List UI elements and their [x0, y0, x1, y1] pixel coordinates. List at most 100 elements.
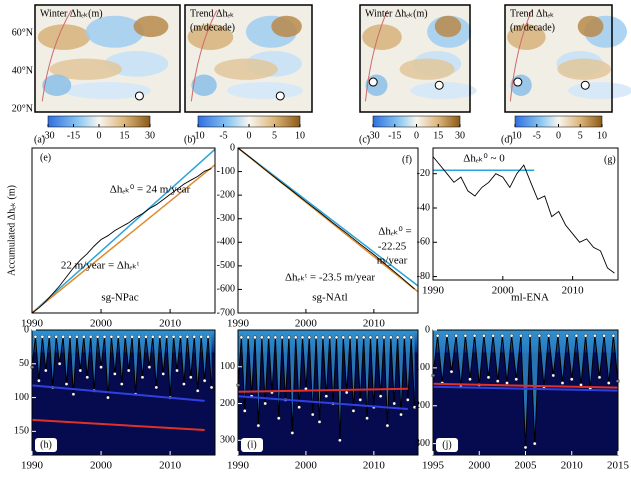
mld-point: [287, 335, 291, 340]
series-line: [31, 164, 216, 314]
colorbar-tick-label: -5: [533, 130, 541, 141]
map-field: [271, 15, 302, 38]
y-axis-label: Accumulated Δhₑₖ (m): [6, 185, 17, 276]
plot-frame: [31, 147, 216, 314]
x-tick-label: 2005: [515, 460, 538, 472]
annotation: sg-NPac: [101, 292, 138, 304]
mld-point: [144, 334, 148, 339]
mld-point: [157, 334, 162, 339]
mld-point: [161, 372, 166, 376]
site-marker: [134, 91, 144, 101]
mld-point: [109, 334, 114, 339]
mld-point: [106, 395, 110, 400]
mld-point: [368, 335, 373, 340]
y-tick-label: -20: [417, 168, 430, 179]
colorbar-tick-label: -15: [67, 130, 80, 141]
mld-point: [486, 375, 491, 380]
mld-point: [382, 335, 386, 340]
y-tick-label: -60: [417, 237, 430, 248]
mld-point: [195, 389, 200, 393]
y-tick-label: -200: [217, 189, 235, 200]
series-line: [237, 147, 419, 287]
colorbar-tick-label: -30: [366, 130, 379, 141]
mld-point: [344, 390, 349, 395]
panel-label: (j): [442, 439, 451, 450]
colorbar-tick-label: 30: [145, 130, 155, 141]
mld-point: [314, 335, 318, 340]
mld-point: [597, 375, 602, 380]
mld-point: [57, 361, 62, 366]
mld-point: [290, 431, 295, 435]
map-field: [226, 82, 304, 100]
x-tick-label: 2010: [363, 318, 386, 330]
mld-point: [361, 335, 366, 340]
mld-point: [151, 334, 155, 339]
mld-point: [85, 375, 90, 380]
map-field: [37, 24, 91, 50]
mld-point: [239, 335, 244, 340]
mld-point: [491, 333, 495, 338]
mld-point: [71, 392, 76, 396]
mld-point: [472, 333, 477, 338]
mld-point: [324, 394, 329, 398]
mld-point: [569, 377, 574, 382]
map-field: [399, 58, 455, 80]
trend-line: [432, 385, 619, 392]
mld-point: [445, 333, 449, 338]
plot-area: [433, 148, 618, 280]
mld-point: [307, 335, 312, 340]
annotation: -22.25: [378, 241, 407, 253]
plot-frame: [31, 329, 216, 456]
x-tick-label: 2000: [295, 460, 318, 472]
plot-frame: [432, 147, 619, 281]
x-tick-label: 2000: [90, 318, 113, 330]
mld-point: [297, 405, 301, 410]
mld-point: [164, 334, 169, 339]
mld-point: [355, 335, 359, 340]
series-line: [237, 147, 415, 290]
mld-point: [514, 377, 519, 382]
mld-point: [37, 378, 41, 383]
mld-point: [130, 334, 134, 339]
x-tick-label: 2010: [561, 460, 584, 472]
y-tick-label: 0: [425, 324, 430, 335]
mld-point: [546, 333, 551, 338]
mld-point: [95, 334, 100, 339]
map-field: [49, 58, 122, 80]
annotation: sg-NAtl: [312, 292, 347, 304]
mld-point: [406, 398, 410, 402]
trend-line: [237, 395, 408, 410]
mld-point: [266, 335, 271, 340]
mld-point: [606, 381, 611, 385]
panel-label: (b): [184, 134, 196, 145]
annotation: m/year: [377, 255, 408, 267]
mld-point: [574, 333, 579, 338]
panel-label: (c): [359, 134, 370, 145]
mld-point: [88, 334, 93, 339]
mld-point: [182, 382, 186, 386]
mld-point: [551, 373, 556, 378]
site-marker: [513, 77, 523, 87]
colorbar-tick-label: 5: [272, 130, 277, 141]
mld-point: [253, 335, 257, 340]
y-tick-label: -600: [217, 284, 235, 295]
colorbar-tick-label: 10: [597, 130, 607, 141]
mld-point: [300, 335, 305, 340]
y-tick-label: 50: [19, 358, 29, 369]
map-field: [362, 24, 402, 50]
mld-point: [500, 333, 505, 338]
x-tick-label: 1990: [422, 285, 445, 297]
mld-point: [317, 420, 322, 424]
mld-point: [113, 372, 117, 376]
panel-label-box: [436, 438, 458, 452]
mld-point: [54, 334, 58, 339]
y-tick-label: -700: [217, 307, 235, 318]
mld-point: [202, 378, 207, 383]
mld-point: [33, 334, 38, 339]
mld-point: [593, 333, 597, 338]
mld-point: [348, 335, 352, 340]
mld-point: [402, 335, 407, 340]
colorbar-tick-label: 30: [455, 130, 465, 141]
mld-point: [409, 335, 414, 340]
mld-point: [412, 405, 417, 410]
